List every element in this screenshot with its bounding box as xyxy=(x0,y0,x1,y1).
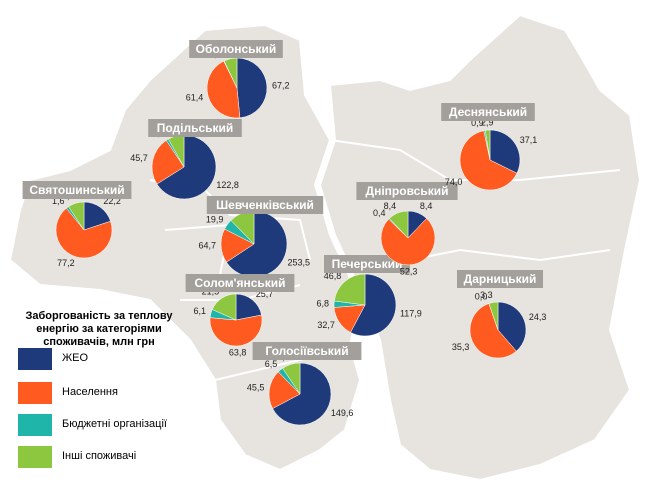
value-label: 8,4 xyxy=(384,201,397,211)
pie-slice xyxy=(68,201,85,231)
value-label: 117,9 xyxy=(400,309,422,319)
pie-slice xyxy=(211,293,237,321)
pie-slice xyxy=(380,218,436,266)
value-label: 52,3 xyxy=(400,266,418,276)
pie-slice xyxy=(272,362,332,426)
pie-slice xyxy=(268,371,301,409)
pie-slice xyxy=(206,60,241,119)
value-label: 35,3 xyxy=(452,342,470,352)
legend-swatch xyxy=(18,414,52,436)
legend-swatch xyxy=(18,382,52,404)
pie-slice xyxy=(497,301,527,352)
value-label: 45,7 xyxy=(130,153,148,163)
value-label: 32,7 xyxy=(317,320,335,330)
value-label: 1,6 xyxy=(52,196,65,206)
value-label: 8,4 xyxy=(420,201,433,211)
legend-swatch xyxy=(18,446,52,468)
value-label: 149,6 xyxy=(331,408,354,418)
district-label-box xyxy=(324,255,410,273)
legend-label: ЖЕО xyxy=(62,352,89,364)
value-label: 22,2 xyxy=(103,196,121,206)
district-name: Печерський xyxy=(332,257,403,271)
pie-slice xyxy=(459,130,518,191)
pie-slice xyxy=(226,210,288,278)
value-label: 74,0 xyxy=(445,177,463,187)
value-label: 46,8 xyxy=(324,271,342,281)
value-label: 37,1 xyxy=(520,135,538,145)
value-label: 3,3 xyxy=(480,290,493,300)
value-label: 0,4 xyxy=(373,208,386,218)
value-label: 45,5 xyxy=(247,383,265,393)
district-name: Шевченківський xyxy=(216,198,314,212)
district-name: Деснянський xyxy=(449,105,527,119)
value-label: 6,5 xyxy=(265,359,278,369)
pie-slice xyxy=(469,303,517,359)
value-label: 63,8 xyxy=(229,347,247,357)
district-name: Святошинський xyxy=(29,183,124,197)
pie-slice xyxy=(235,293,262,321)
district-name: Солом'янський xyxy=(194,276,285,290)
value-label: 64,7 xyxy=(199,241,217,251)
value-label: 6,1 xyxy=(193,306,206,316)
district-label-box xyxy=(22,181,132,199)
legend-label: Населення xyxy=(62,386,118,398)
district-label-box xyxy=(252,342,362,360)
legend-label: Інші споживачі xyxy=(62,450,137,462)
district-label-box xyxy=(457,270,543,288)
district-label-box xyxy=(189,40,283,58)
value-label: 77,2 xyxy=(57,258,75,268)
legend-title: Заборгованість за теплову енергію за кат… xyxy=(25,310,173,348)
value-label: 61,4 xyxy=(186,93,204,103)
pie-slice xyxy=(389,210,409,239)
legend-label: Бюджетні організації xyxy=(62,418,167,430)
pie-slice xyxy=(209,314,263,347)
pie-slice xyxy=(489,129,521,174)
district-label-box xyxy=(148,119,242,137)
district-name: Дарницький xyxy=(464,272,537,286)
pies: 67,261,40,39,8Оболонський122,845,72,315,… xyxy=(22,40,547,426)
district-label-box xyxy=(185,274,295,292)
value-label: 67,2 xyxy=(272,81,290,91)
pie-slice xyxy=(55,207,113,259)
pie-slice xyxy=(156,134,217,200)
value-label: 6,8 xyxy=(316,298,329,308)
district-label-box xyxy=(206,196,324,214)
district-name: Дніпровський xyxy=(366,184,449,198)
value-label: 25,7 xyxy=(256,289,274,299)
value-label: 122,8 xyxy=(216,180,239,190)
value-label: 0,9 xyxy=(471,118,484,128)
value-label: 2,9 xyxy=(481,117,494,127)
pie-slice xyxy=(236,57,268,119)
district-name: Голосіївський xyxy=(265,344,348,358)
pie-slice xyxy=(151,140,185,185)
legend: Заборгованість за теплову енергію за кат… xyxy=(14,310,184,468)
pie-slice xyxy=(333,273,366,306)
pie-slice xyxy=(282,362,301,395)
pie-slice xyxy=(488,301,499,331)
value-label: 24,3 xyxy=(529,312,547,322)
district-label-box xyxy=(441,103,535,121)
legend-swatch xyxy=(18,348,52,370)
value-label: 253,5 xyxy=(287,257,310,267)
pie-slice xyxy=(350,273,397,337)
pie-slice xyxy=(484,129,491,161)
district-name: Оболонський xyxy=(196,42,277,56)
value-label: 0,0 xyxy=(475,291,488,301)
district-label-box xyxy=(356,182,458,200)
district-name: Подільський xyxy=(157,121,234,135)
value-label: 19,9 xyxy=(206,215,224,225)
